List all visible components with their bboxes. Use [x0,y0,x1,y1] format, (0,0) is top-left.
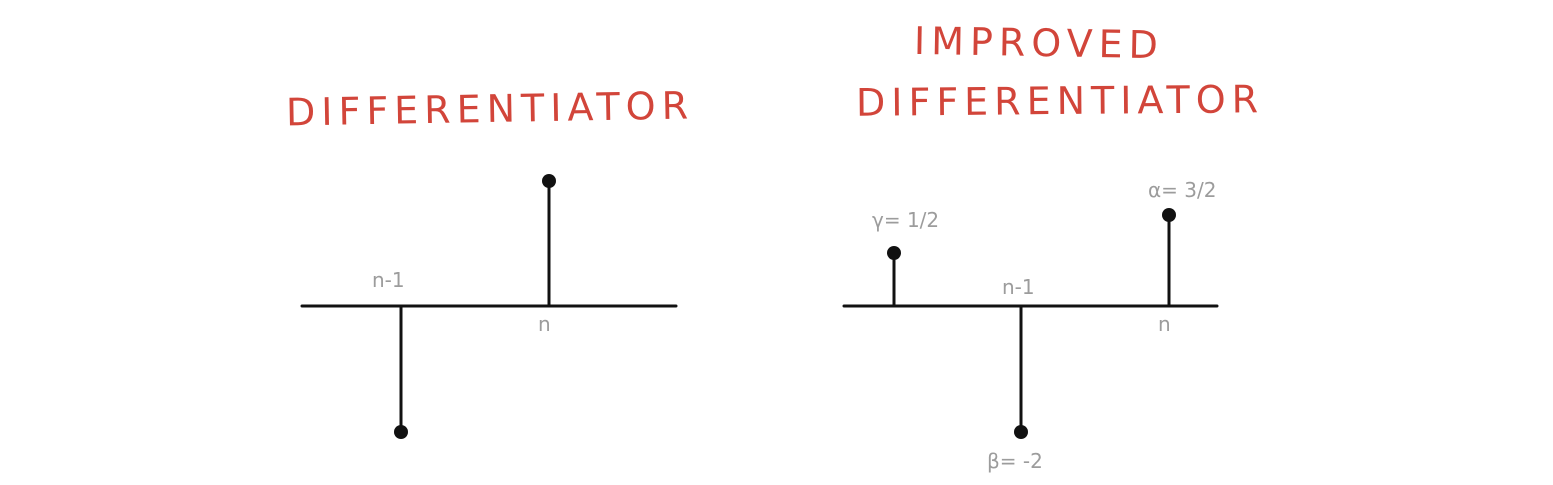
right-dot-alpha [1162,208,1176,222]
left-dot-n [542,174,556,188]
right-label-gamma: γ= 1/2 [872,208,940,232]
right-label-n: n [1158,312,1171,336]
right-label-n-minus-1: n-1 [1002,275,1035,299]
left-label-n: n [538,312,551,336]
right-label-beta: β= -2 [987,449,1043,473]
right-label-alpha: α= 3/2 [1148,178,1217,202]
right-dot-gamma [887,246,901,260]
left-dot-n-minus-1 [394,425,408,439]
left-label-n-minus-1: n-1 [372,268,405,292]
right-dot-beta [1014,425,1028,439]
